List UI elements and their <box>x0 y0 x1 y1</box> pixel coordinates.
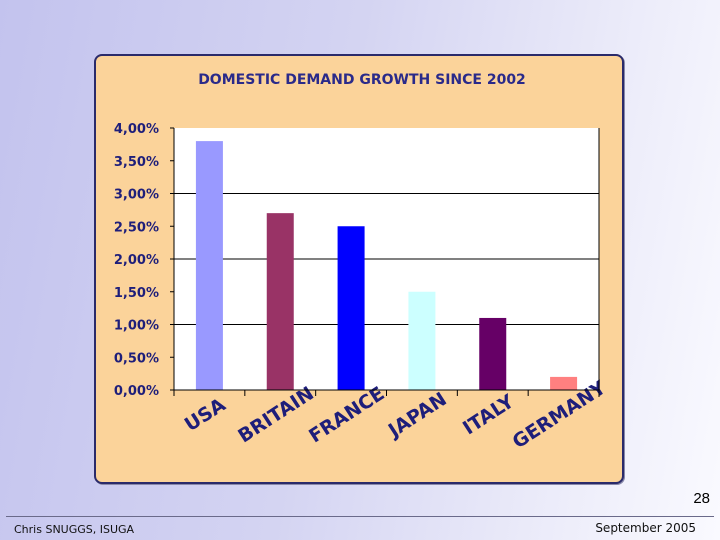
category-label: FRANCE <box>305 383 388 448</box>
y-tick-label: 3,00% <box>114 188 159 203</box>
chart-title: DOMESTIC DEMAND GROWTH SINCE 2002 <box>198 72 526 88</box>
y-tick-label: 2,00% <box>114 253 159 268</box>
y-tick-label: 2,50% <box>114 220 159 235</box>
category-label: USA <box>181 394 230 436</box>
bar-france <box>337 226 365 390</box>
y-tick-label: 0,50% <box>114 351 159 366</box>
y-tick-label: 3,50% <box>114 155 159 170</box>
plot-area: 0,00% 0,50% 1,00% 1,50% 2,00% 2,50% 3,00% 3,50%… <box>114 122 610 453</box>
bar-germany <box>550 376 578 390</box>
bar-japan <box>408 291 436 390</box>
chart: DOMESTIC DEMAND GROWTH SINCE 2002 0,00%0… <box>114 72 610 453</box>
category-label: BRITAIN <box>234 383 318 448</box>
footer-date: September 2005 <box>595 521 696 535</box>
category-label: ITALY <box>459 390 518 439</box>
y-tick-label: 4,00% <box>114 122 159 137</box>
bar-italy <box>479 317 507 390</box>
y-tick-label: 0,00% <box>114 384 159 399</box>
page-number: 28 <box>693 490 710 507</box>
bar-britain <box>266 213 294 390</box>
y-tick-label: 1,50% <box>114 286 159 301</box>
bar-usa <box>195 141 223 390</box>
footer-divider <box>6 516 714 517</box>
footer-author: Chris SNUGGS, ISUGA <box>14 523 135 536</box>
chart-panel: DOMESTIC DEMAND GROWTH SINCE 2002 0,00% 0… <box>94 54 624 484</box>
category-label: JAPAN <box>383 388 451 443</box>
y-tick-label: 1,00% <box>114 319 159 334</box>
